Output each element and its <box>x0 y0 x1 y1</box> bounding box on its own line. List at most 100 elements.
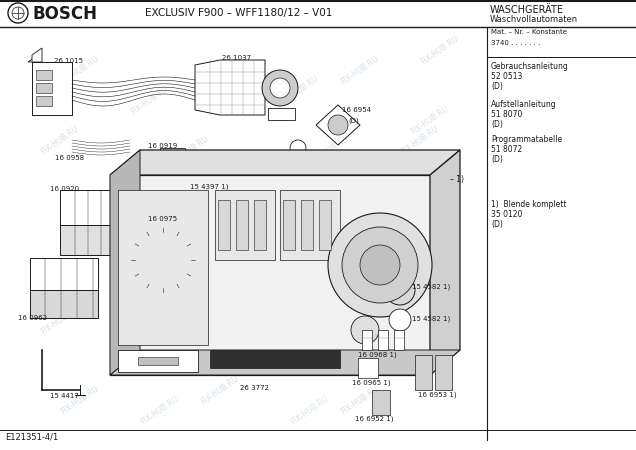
Text: FIX-HUB.RU: FIX-HUB.RU <box>279 74 321 106</box>
Text: 51 8070: 51 8070 <box>491 110 522 119</box>
Text: FIX-HUB.RU: FIX-HUB.RU <box>200 54 240 86</box>
Text: FIX-HUB.RU: FIX-HUB.RU <box>59 54 100 86</box>
Text: 16 0958: 16 0958 <box>55 155 84 161</box>
Polygon shape <box>415 355 432 390</box>
Text: 35 0120: 35 0120 <box>491 210 522 219</box>
Text: Waschvollautomaten: Waschvollautomaten <box>490 15 578 24</box>
Bar <box>218 200 230 250</box>
Text: FIX-HUB.RU: FIX-HUB.RU <box>399 274 441 306</box>
Polygon shape <box>316 105 360 145</box>
Text: E121351-4/1: E121351-4/1 <box>5 433 59 442</box>
Polygon shape <box>198 155 218 168</box>
Text: 16 6952 1): 16 6952 1) <box>355 415 394 422</box>
Text: (D): (D) <box>491 120 503 129</box>
Polygon shape <box>32 48 42 62</box>
Text: FIX-HUB.RU: FIX-HUB.RU <box>270 284 310 316</box>
Text: FIX-HUB.RU: FIX-HUB.RU <box>120 294 160 326</box>
Text: FIX-HUB.RU: FIX-HUB.RU <box>169 134 211 166</box>
Polygon shape <box>220 158 235 168</box>
Bar <box>215 190 275 260</box>
Text: FIX-HUB.RU: FIX-HUB.RU <box>259 184 301 216</box>
Text: 15 4417: 15 4417 <box>50 393 79 399</box>
Text: FIX-HUB.RU: FIX-HUB.RU <box>200 374 240 406</box>
Circle shape <box>290 140 306 156</box>
Text: (D): (D) <box>348 117 359 123</box>
Circle shape <box>262 70 298 106</box>
Text: 16 0962: 16 0962 <box>18 315 47 321</box>
Text: FIX-HUB.RU: FIX-HUB.RU <box>410 294 450 326</box>
Text: FIX-HUB.RU: FIX-HUB.RU <box>190 224 231 256</box>
Text: 26 3772: 26 3772 <box>240 385 269 391</box>
Text: FIX-HUB.RU: FIX-HUB.RU <box>59 214 100 246</box>
Circle shape <box>314 152 326 164</box>
Polygon shape <box>362 330 372 350</box>
Text: FIX-HUB.RU: FIX-HUB.RU <box>179 314 221 346</box>
Text: FIX-HUB.RU: FIX-HUB.RU <box>310 134 350 166</box>
Text: 16 6953 1): 16 6953 1) <box>418 392 457 399</box>
Polygon shape <box>358 358 378 378</box>
Text: FIX-HUB.RU: FIX-HUB.RU <box>39 304 81 336</box>
Text: FIX-HUB.RU: FIX-HUB.RU <box>399 124 441 156</box>
Text: FIX-HUB.RU: FIX-HUB.RU <box>39 124 81 156</box>
Polygon shape <box>160 148 185 175</box>
Polygon shape <box>30 290 98 318</box>
Text: Gebrauchsanleitung: Gebrauchsanleitung <box>491 62 569 71</box>
Text: FIX-HUB.RU: FIX-HUB.RU <box>59 384 100 416</box>
Circle shape <box>342 227 418 303</box>
Text: FIX-HUB.RU: FIX-HUB.RU <box>340 54 380 86</box>
Circle shape <box>360 245 400 285</box>
Bar <box>36 70 52 80</box>
Text: FIX-HUB.RU: FIX-HUB.RU <box>420 34 460 66</box>
Circle shape <box>328 115 348 135</box>
Polygon shape <box>210 170 225 182</box>
Bar <box>280 190 340 260</box>
Bar <box>319 200 331 250</box>
Text: FIX-HUB.RU: FIX-HUB.RU <box>340 384 380 416</box>
Polygon shape <box>32 62 72 115</box>
Circle shape <box>328 213 432 317</box>
Text: Mat. – Nr. – Konstante: Mat. – Nr. – Konstante <box>491 29 567 35</box>
Polygon shape <box>110 150 140 375</box>
Polygon shape <box>30 258 98 290</box>
Text: FIX-HUB.RU: FIX-HUB.RU <box>139 394 181 426</box>
Text: 16 0968 1): 16 0968 1) <box>358 352 397 359</box>
Text: FIX-HUB.RU: FIX-HUB.RU <box>410 104 450 136</box>
Bar <box>36 96 52 106</box>
Bar <box>165 178 173 186</box>
Text: WASCHGERÄTE: WASCHGERÄTE <box>490 5 564 15</box>
Text: – 1): – 1) <box>450 175 464 184</box>
Bar <box>0 27 487 440</box>
Text: Programmatabelle: Programmatabelle <box>491 135 562 144</box>
Text: 26 1037: 26 1037 <box>222 55 251 61</box>
Polygon shape <box>378 330 388 350</box>
Text: FIX-HUB.RU: FIX-HUB.RU <box>329 224 371 256</box>
Text: (D): (D) <box>491 82 503 91</box>
Circle shape <box>385 275 415 305</box>
Text: 26 1015: 26 1015 <box>54 58 83 64</box>
Text: 16 0919: 16 0919 <box>148 143 177 149</box>
Text: FIX-HUB.RU: FIX-HUB.RU <box>389 184 431 216</box>
Bar <box>36 83 52 93</box>
Text: FIX-HUB.RU: FIX-HUB.RU <box>130 84 170 116</box>
Polygon shape <box>28 55 38 62</box>
Text: (D): (D) <box>491 155 503 164</box>
Polygon shape <box>195 60 265 115</box>
Text: 3740 . . . . . . .: 3740 . . . . . . . <box>491 40 541 46</box>
Text: (D): (D) <box>491 220 503 229</box>
Bar <box>236 200 248 250</box>
Bar <box>138 357 178 365</box>
Bar <box>301 200 313 250</box>
Bar <box>118 190 208 345</box>
Text: 16 0965 1): 16 0965 1) <box>352 380 391 387</box>
Polygon shape <box>60 190 130 225</box>
Text: 1)  Blende komplett: 1) Blende komplett <box>491 200 567 209</box>
Polygon shape <box>110 350 460 375</box>
Text: 51 8072: 51 8072 <box>491 145 522 154</box>
Text: FIX-HUB.RU: FIX-HUB.RU <box>420 204 460 236</box>
Circle shape <box>12 7 24 19</box>
Text: 16 6954: 16 6954 <box>342 107 371 113</box>
Text: EXCLUSIV F900 – WFF1180/12 – V01: EXCLUSIV F900 – WFF1180/12 – V01 <box>145 8 333 18</box>
Text: FIX-HUB.RU: FIX-HUB.RU <box>289 394 331 426</box>
Text: 15 4582 1): 15 4582 1) <box>412 316 450 323</box>
Bar <box>283 200 295 250</box>
